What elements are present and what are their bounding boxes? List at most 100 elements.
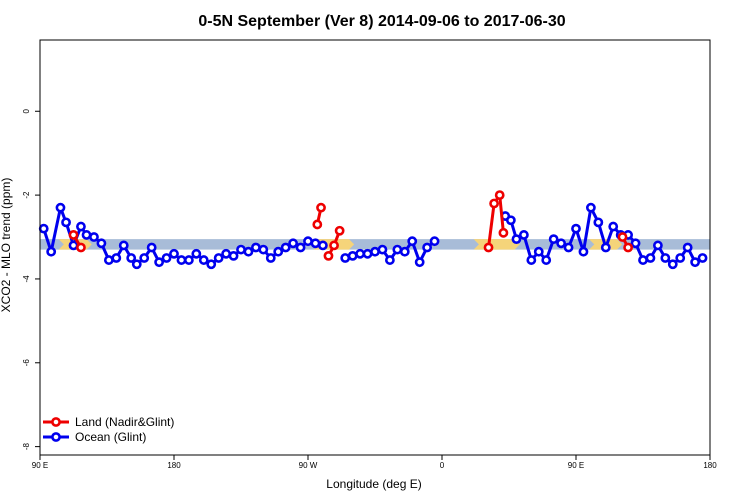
- y-tick-label: 0: [22, 108, 31, 113]
- ocean-data-point: [511, 234, 522, 245]
- ocean-data-point: [126, 253, 137, 263]
- y-tick-label: -2: [22, 191, 31, 199]
- ocean-data-point: [250, 242, 261, 253]
- land-data-point: [323, 250, 334, 261]
- ocean-data-point: [228, 250, 239, 261]
- ocean-data-point: [273, 246, 284, 257]
- x-tick-label: 180: [167, 461, 181, 470]
- ocean-legend-marker: [51, 432, 61, 442]
- ocean-data-point: [310, 238, 321, 249]
- land-data-point: [76, 242, 86, 253]
- ocean-data-point: [429, 236, 440, 247]
- ocean-data-point: [169, 248, 179, 259]
- ocean-band: [40, 239, 710, 250]
- ocean-data-point: [370, 246, 380, 257]
- ocean-data-point: [399, 246, 410, 257]
- x-tick-label: 90 W: [299, 461, 318, 470]
- ocean-data-point: [645, 253, 656, 263]
- ocean-data-point: [61, 217, 71, 228]
- land-data-point: [312, 219, 323, 230]
- ocean-data-point: [630, 238, 641, 249]
- x-axis: 90 E 180 90 W 0 90 E 180: [32, 455, 717, 470]
- ocean-data-point: [206, 259, 217, 270]
- legend: Land (Nadir&Glint)Ocean (Glint): [43, 415, 174, 444]
- ocean-data-point: [198, 255, 209, 265]
- ocean-data-point: [347, 250, 358, 261]
- ocean-data-point: [243, 246, 254, 257]
- ocean-data-point: [76, 221, 86, 232]
- ocean-data-point: [146, 242, 157, 253]
- ocean-data-point: [81, 230, 92, 240]
- ocean-data-point: [414, 257, 425, 268]
- land-legend-label: Land (Nadir&Glint): [75, 415, 174, 429]
- ocean-data-point: [608, 221, 619, 232]
- land-legend-marker: [51, 417, 61, 427]
- land-data-point: [483, 242, 494, 253]
- ocean-data-point: [690, 257, 701, 268]
- ocean-data-point: [340, 253, 351, 263]
- ocean-data-point: [111, 253, 122, 263]
- ocean-data-point: [518, 230, 529, 240]
- ocean-data-point: [265, 253, 276, 263]
- ocean-data-point: [89, 232, 99, 242]
- ocean-data-point: [280, 242, 291, 253]
- ocean-data-point: [236, 244, 246, 255]
- ocean-data-point: [139, 253, 150, 263]
- land-series-line: [487, 193, 505, 248]
- ocean-data-point: [541, 255, 552, 265]
- land-data-point: [494, 190, 505, 201]
- ocean-data-point: [176, 255, 187, 265]
- ocean-data-point: [221, 248, 232, 259]
- ocean-data-point: [303, 236, 313, 247]
- ocean-data-point: [55, 202, 66, 213]
- ocean-data-point: [384, 255, 395, 265]
- ocean-data-point: [660, 253, 671, 263]
- land-data-point: [617, 232, 628, 242]
- ocean-data-point: [191, 248, 202, 259]
- ocean-data-point: [548, 234, 559, 245]
- y-axis-label: XCO2 - MLO trend (ppm): [0, 178, 13, 313]
- ocean-data-point: [422, 242, 433, 253]
- ocean-data-point: [533, 246, 544, 257]
- ocean-data-point: [68, 240, 79, 251]
- ocean-data-point: [183, 255, 194, 265]
- ocean-data-point: [682, 242, 693, 253]
- land-data-point: [68, 230, 79, 240]
- ocean-data-point: [295, 242, 306, 253]
- x-tick-label: 90 E: [568, 461, 584, 470]
- x-tick-label: 180: [703, 461, 717, 470]
- ocean-data-point: [154, 257, 165, 268]
- land-data-point: [334, 225, 345, 236]
- ocean-data-point: [96, 238, 107, 249]
- ocean-data-point: [526, 255, 537, 265]
- ocean-data-point: [675, 253, 686, 263]
- ocean-data-point: [161, 253, 172, 263]
- ocean-data-point: [667, 259, 678, 270]
- ocean-data-point: [556, 238, 567, 249]
- y-tick-label: -4: [22, 275, 31, 283]
- ocean-data-point: [317, 240, 328, 251]
- ocean-data-point: [505, 215, 516, 226]
- land-data-point: [498, 227, 509, 238]
- ocean-data-point: [131, 259, 142, 270]
- x-axis-label: Longitude (deg E): [326, 477, 421, 491]
- y-tick-label: -8: [22, 443, 31, 451]
- ocean-data-point: [578, 246, 589, 257]
- ocean-data-point: [288, 238, 299, 249]
- ocean-data-point: [407, 236, 418, 247]
- ocean-data-point: [563, 242, 574, 253]
- ocean-data-point: [571, 223, 581, 234]
- ocean-data-point: [593, 217, 604, 228]
- x-tick-label: 0: [440, 461, 445, 470]
- land-data-point: [489, 198, 500, 209]
- ocean-data-point: [392, 244, 403, 255]
- ocean-data-point: [652, 240, 663, 251]
- ocean-data-point: [362, 248, 373, 259]
- ocean-data-point: [638, 255, 648, 265]
- ocean-series-line: [504, 206, 704, 266]
- ocean-legend-label: Ocean (Glint): [75, 430, 146, 444]
- land-data-point: [329, 240, 339, 251]
- ocean-data-point: [118, 240, 129, 251]
